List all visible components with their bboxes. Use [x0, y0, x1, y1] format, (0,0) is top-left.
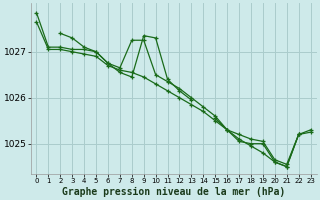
X-axis label: Graphe pression niveau de la mer (hPa): Graphe pression niveau de la mer (hPa): [62, 186, 285, 197]
